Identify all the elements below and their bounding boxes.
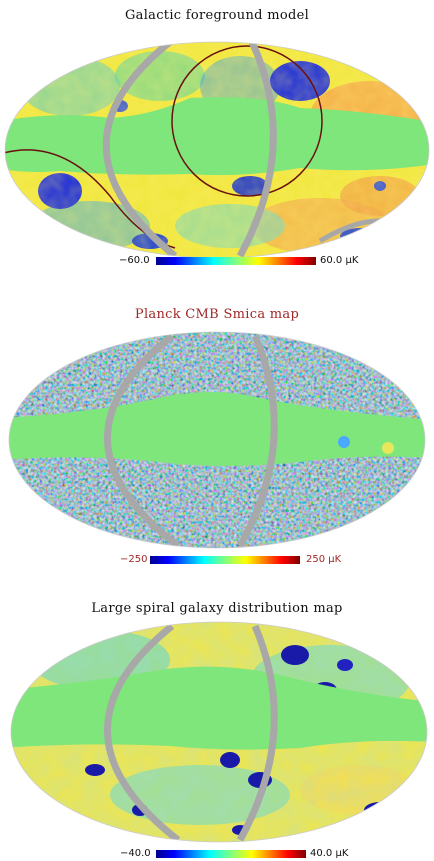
colorbar-3-unit: μK	[335, 848, 349, 859]
panel-1-title: Galactic foreground model	[124, 8, 310, 23]
cmb-map	[8, 331, 426, 549]
colorbar-1-max: 60.0 μK	[320, 255, 358, 266]
panel-3-title: Large spiral galaxy distribution map	[91, 601, 343, 616]
panel-2-title: Planck CMB Smica map	[134, 307, 300, 322]
colorbar-1-max-value: 60.0	[320, 255, 343, 266]
colorbar-2	[150, 556, 300, 564]
colorbar-2-max-value: 250	[306, 554, 326, 565]
colorbar-2-unit: μK	[328, 554, 342, 565]
colorbar-1-min: −60.0	[119, 255, 150, 266]
colorbar-3-max: 40.0 μK	[310, 848, 348, 859]
colorbar-3-max-value: 40.0	[310, 848, 333, 859]
colorbar-1-unit: μK	[345, 255, 359, 266]
colorbar-3	[156, 850, 306, 858]
colorbar-2-min: −250	[120, 554, 148, 565]
colorbar-1	[156, 257, 316, 265]
colorbar-2-max: 250 μK	[306, 554, 341, 565]
colorbar-3-min: −40.0	[120, 848, 151, 859]
foreground-map	[4, 41, 430, 259]
spiral-galaxy-map	[10, 621, 428, 843]
